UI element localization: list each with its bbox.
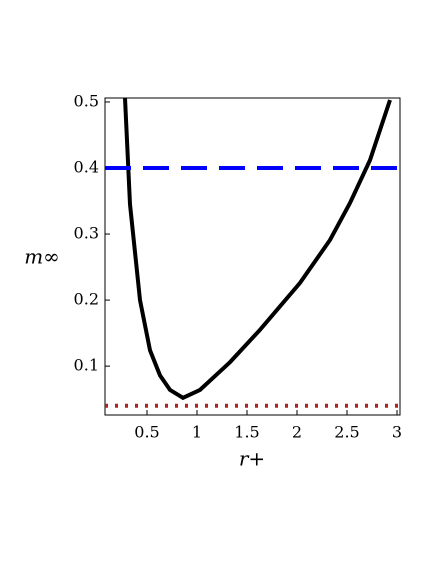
y-tick-label: 0.5 <box>74 91 99 110</box>
x-tick-label: 0.5 <box>134 423 159 442</box>
plot-frame <box>104 97 401 416</box>
x-tick-label: 1 <box>192 423 202 442</box>
y-axis-label: m∞ <box>24 245 60 269</box>
x-axis-label: r+ <box>239 447 265 471</box>
series-line <box>123 97 392 401</box>
x-tick-label: 1.5 <box>234 423 259 442</box>
y-tick-label: 0.4 <box>74 158 99 177</box>
x-tick-label: 3 <box>392 423 402 442</box>
y-tick-label: 0.2 <box>74 290 99 309</box>
x-tick-label: 2.5 <box>334 423 359 442</box>
x-tick-label: 2 <box>292 423 302 442</box>
y-tick-label: 0.3 <box>74 224 99 243</box>
y-tick-label: 0.1 <box>74 356 99 375</box>
